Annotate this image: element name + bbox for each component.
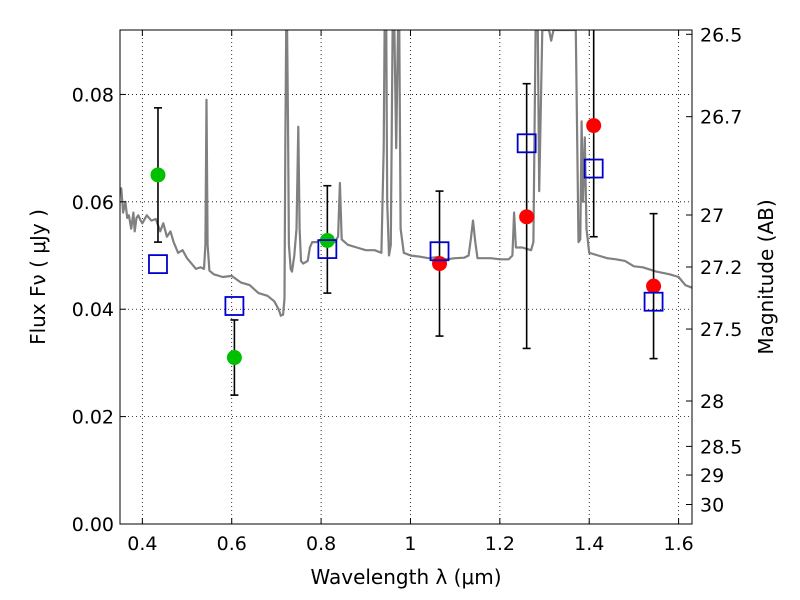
x-axis-label: Wavelength λ (μm)	[310, 565, 501, 589]
red-data-point	[432, 256, 448, 272]
mag-tick-label: 27	[700, 205, 724, 227]
axis-ticks	[120, 30, 692, 525]
y-axis-label-right: Magnitude (AB)	[754, 199, 778, 354]
red-data-point	[519, 209, 535, 225]
data-markers	[148, 118, 664, 366]
model-band-square	[516, 133, 537, 154]
red-data-point	[586, 118, 602, 134]
y-tick-label: 0.08	[72, 84, 114, 106]
mag-tick-label: 26.5	[700, 24, 742, 46]
model-spectrum-line	[120, 30, 692, 317]
x-tick-label: 0.8	[306, 533, 336, 555]
mag-tick-label: 29	[700, 465, 724, 487]
y-axis-label-left: Flux Fν ( μJy )	[26, 209, 50, 345]
mag-tick-label: 27.5	[700, 319, 742, 341]
mag-tick-label: 30	[700, 495, 724, 517]
model-band-square	[148, 254, 168, 275]
mag-tick-label: 27.2	[700, 257, 742, 279]
y-tick-label: 0.00	[72, 514, 114, 536]
x-tick-label: 1.4	[574, 533, 604, 555]
x-tick-label: 1	[404, 533, 416, 555]
model-band-square	[583, 158, 604, 179]
red-data-point	[646, 278, 662, 294]
y-tick-label: 0.06	[72, 192, 114, 214]
mag-tick-label: 28	[700, 391, 724, 413]
green-data-point	[150, 167, 166, 183]
mag-tick-label: 26.7	[700, 107, 742, 129]
x-tick-label: 1.2	[485, 533, 515, 555]
model-band-square	[429, 241, 450, 262]
plot-frame	[119, 29, 693, 525]
model-band-square	[317, 239, 338, 259]
model-spectrum	[120, 30, 692, 317]
mag-tick-label: 28.5	[700, 436, 742, 458]
x-tick-label: 0.6	[217, 533, 247, 555]
green-data-point	[226, 350, 242, 366]
model-band-square	[643, 291, 664, 312]
axis-labels: 0.4 0.6 0.8 1 1.2 1.4 1.6 0.00 0.02 0.04 0.06 0.08 2…	[26, 24, 778, 589]
y-tick-label: 0.02	[72, 407, 114, 429]
model-band-square	[224, 296, 245, 316]
y-tick-label: 0.04	[72, 299, 114, 321]
x-tick-label: 0.4	[127, 533, 157, 555]
x-tick-label: 1.6	[663, 533, 693, 555]
